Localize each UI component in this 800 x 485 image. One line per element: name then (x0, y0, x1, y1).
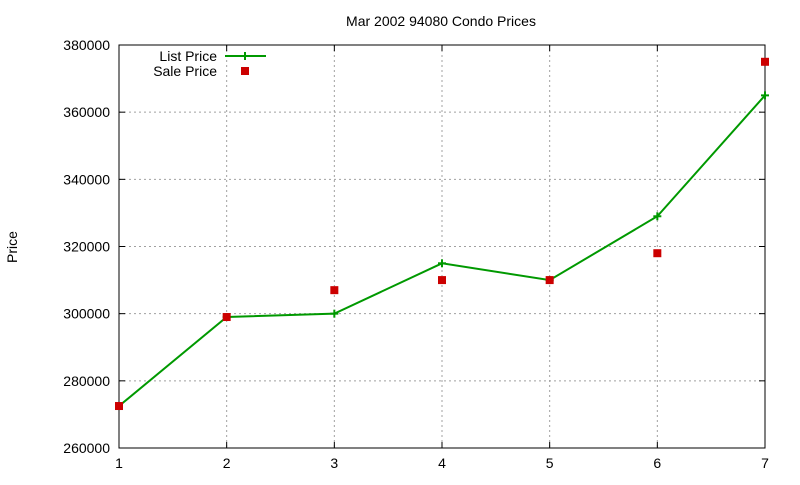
series-sale-price (115, 57, 769, 411)
data-point-sale-price (222, 313, 231, 322)
y-tick-label: 320000 (63, 239, 110, 255)
axes (118, 44, 766, 449)
legend-marker-list-price (241, 52, 249, 60)
y-tick-label: 280000 (63, 373, 110, 389)
tick-labels: 1 2 3 4 5 6 7 260000 280000 300000 320000 340000 360… (63, 37, 769, 471)
legend: List Price Sale Price (153, 48, 266, 79)
x-tick-label: 4 (438, 455, 446, 471)
x-tick-label: 3 (330, 455, 338, 471)
x-tick-label: 7 (761, 455, 769, 471)
data-point-sale-price (330, 286, 339, 295)
data-point-list-price (438, 259, 446, 268)
data-point-sale-price (438, 276, 446, 285)
data-point-sale-price (761, 57, 769, 66)
grid-lines (119, 45, 765, 448)
y-tick-label: 380000 (63, 37, 110, 53)
y-tick-label: 260000 (63, 440, 110, 456)
y-tick-label: 360000 (63, 104, 110, 120)
x-tick-label: 5 (546, 455, 554, 471)
x-tick-label: 2 (223, 455, 231, 471)
x-tick-label: 1 (115, 455, 123, 471)
chart-title: Mar 2002 94080 Condo Prices (346, 13, 536, 29)
data-point-sale-price (653, 249, 662, 258)
legend-label-list-price: List Price (159, 48, 217, 64)
y-tick-label: 340000 (63, 171, 110, 187)
data-point-sale-price (115, 402, 123, 411)
legend-marker-sale-price (241, 67, 249, 75)
legend-label-sale-price: Sale Price (153, 63, 217, 79)
series-layer (115, 57, 769, 411)
y-axis-label: Price (4, 231, 20, 263)
data-point-list-price (761, 91, 769, 100)
data-point-sale-price (545, 276, 554, 285)
data-point-list-price (653, 212, 662, 221)
x-tick-label: 6 (653, 455, 661, 471)
data-point-list-price (330, 309, 339, 318)
y-tick-label: 300000 (63, 306, 110, 322)
